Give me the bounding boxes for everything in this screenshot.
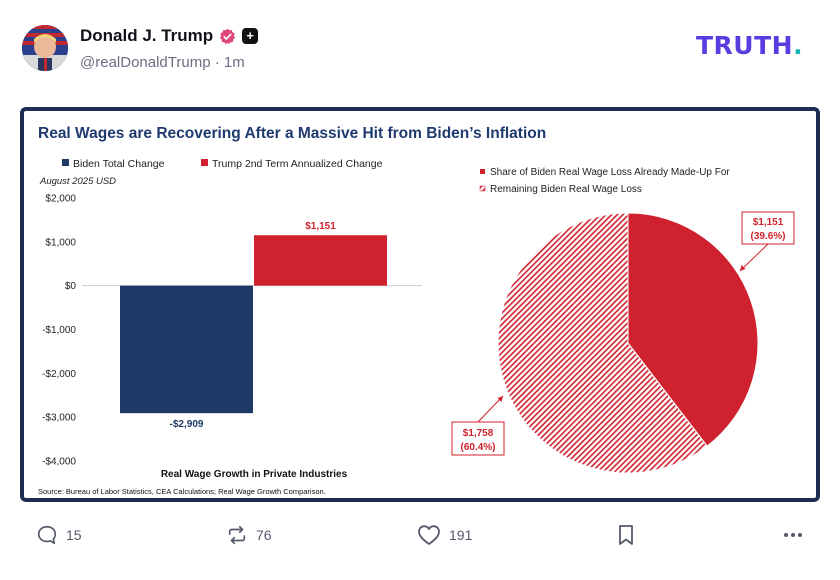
more-icon	[784, 533, 802, 537]
plus-badge-icon: +	[242, 28, 259, 44]
separator: ·	[214, 54, 220, 71]
legend-swatch-trump	[201, 159, 208, 166]
y-axis: $2,000 $1,000 $0 -$1,000 -$2,000 -$3,000 -$4,0…	[42, 194, 76, 468]
callout-box-remaining	[451, 421, 505, 456]
post-actions: 15 76 191	[36, 524, 811, 552]
y-tick-label: $2,000	[45, 194, 76, 205]
post-header: Donald J. Trump + @realDonaldTrump · 1m …	[22, 22, 822, 78]
reply-button[interactable]: 15	[36, 524, 82, 546]
chart-subtitle: August 2025 USD	[39, 176, 116, 187]
pie-slice-remaining	[497, 212, 708, 474]
bar-label-trump: $1,151	[305, 221, 336, 232]
legend-swatch-remaining	[479, 185, 486, 192]
chart-canvas: Biden Total Change Trump 2nd Term Annual…	[38, 158, 795, 496]
chart-source: Source: Bureau of Labor Statistics, CEA …	[38, 487, 326, 496]
callout-value-remaining: $1,758	[463, 428, 494, 439]
heart-icon	[418, 525, 440, 545]
legend-swatch-made-up	[480, 169, 485, 174]
x-axis-label: Real Wage Growth in Private Industries	[161, 469, 348, 480]
bar-biden	[120, 285, 253, 414]
handle-row: @realDonaldTrump · 1m	[80, 54, 245, 71]
reply-count: 15	[66, 527, 82, 543]
author-handle[interactable]: @realDonaldTrump	[80, 54, 211, 71]
callout-arrow-remaining	[497, 396, 503, 402]
logo-text: TRUTH	[696, 31, 794, 60]
post-image[interactable]: Real Wages are Recovering After a Massiv…	[20, 107, 820, 502]
legend-swatch-biden	[62, 159, 69, 166]
bookmark-icon	[619, 525, 633, 545]
y-tick-label: $0	[65, 281, 77, 292]
avatar[interactable]	[22, 25, 68, 71]
retruth-count: 76	[256, 527, 272, 543]
y-tick-label: -$2,000	[42, 369, 76, 380]
truth-logo[interactable]: TRUTH.	[696, 31, 803, 60]
y-tick-label: -$1,000	[42, 325, 76, 336]
y-tick-label: -$3,000	[42, 413, 76, 424]
retruth-icon	[228, 525, 246, 545]
callout-value-made-up: $1,151	[753, 217, 784, 228]
reply-icon	[37, 525, 57, 545]
callout-line-made-up	[739, 243, 769, 272]
callout-pct-remaining: (60.4%)	[460, 442, 495, 453]
more-button[interactable]	[781, 524, 805, 546]
logo-dot: .	[793, 31, 804, 60]
author-row: Donald J. Trump +	[80, 26, 259, 46]
callout-line-remaining	[477, 395, 504, 423]
like-button[interactable]: 191	[417, 524, 472, 546]
author-name[interactable]: Donald J. Trump	[80, 26, 214, 45]
pie-slice-made-up	[627, 212, 759, 447]
legend-label-made-up: Share of Biden Real Wage Loss Already Ma…	[490, 167, 730, 178]
bookmark-button[interactable]	[616, 524, 636, 546]
callout-arrow-made-up	[740, 265, 746, 271]
avatar-image	[22, 25, 68, 71]
bar-label-biden: -$2,909	[170, 419, 204, 430]
legend-label-trump: Trump 2nd Term Annualized Change	[212, 158, 383, 170]
legend-label-biden: Biden Total Change	[73, 158, 165, 170]
like-count: 191	[449, 527, 473, 543]
y-tick-label: $1,000	[45, 237, 76, 248]
chart-title: Real Wages are Recovering After a Massiv…	[38, 125, 547, 142]
callout-pct-made-up: (39.6%)	[750, 231, 785, 242]
bar-trump	[254, 235, 387, 286]
post-time[interactable]: 1m	[223, 54, 245, 71]
verified-badge-icon	[219, 28, 236, 45]
y-tick-label: -$4,000	[42, 457, 76, 468]
legend-label-remaining: Remaining Biden Real Wage Loss	[490, 184, 642, 195]
retruth-button[interactable]: 76	[226, 524, 272, 546]
